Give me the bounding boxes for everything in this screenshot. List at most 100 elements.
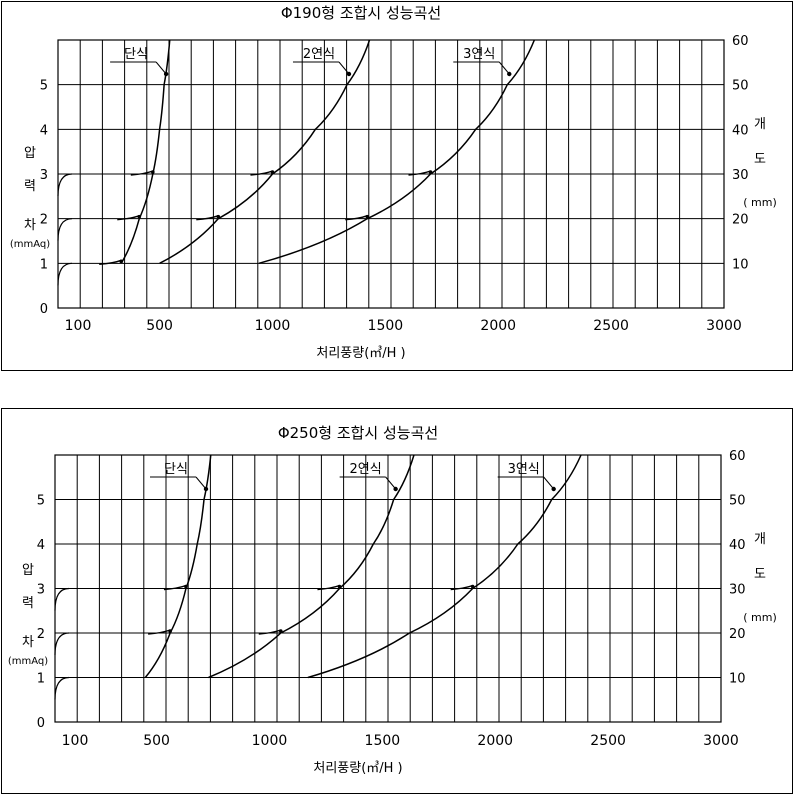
opening-marker-dot: [137, 214, 142, 219]
series-label-pointer-dot: [507, 71, 512, 77]
x-tick-label: 100: [65, 318, 92, 334]
y-right-tick-label: 50: [729, 494, 746, 509]
opening-marker-dot: [337, 584, 342, 589]
chart-panel-phi190: [1, 1, 793, 371]
series-label-pointer-dot: [203, 486, 209, 492]
x-tick-label: 2000: [480, 318, 516, 334]
series-label-pointer-dot: [163, 71, 169, 77]
y-right-tick-label: 60: [729, 449, 746, 464]
start-hook-curve: [57, 262, 73, 286]
y-right-axis-label: 도: [754, 152, 766, 167]
y-left-tick-label: 1: [40, 257, 48, 272]
series-label-0: 단식: [124, 47, 148, 62]
y-left-axis-label: 력: [24, 179, 36, 194]
series-line-0: [120, 39, 171, 264]
series-label-1: 2연식: [303, 47, 335, 62]
series-label-pointer-dot: [346, 71, 352, 77]
opening-marker-dot: [278, 629, 283, 633]
y-right-axis-label: 도: [754, 567, 766, 582]
series-label-2: 3연식: [508, 462, 540, 477]
chart-panel-phi250: [1, 408, 793, 794]
x-tick-label: 1500: [365, 733, 401, 749]
series-line-2: [258, 39, 536, 265]
series-label-2: 3연식: [463, 47, 495, 62]
y-left-tick-label: 2: [37, 627, 45, 642]
series-line-0: [144, 454, 212, 678]
y-right-tick-label: 20: [729, 627, 746, 642]
opening-marker-dot: [428, 170, 433, 174]
opening-marker-dot: [151, 170, 155, 174]
start-hook-curve: [54, 632, 70, 656]
y-right-tick-label: 20: [732, 213, 749, 228]
y-left-tick-label: 3: [37, 583, 45, 598]
y-right-tick-label: 30: [729, 583, 746, 598]
series-label-leader: [195, 476, 207, 490]
opening-marker-dot: [270, 170, 275, 174]
y-left-tick-label: 0: [37, 716, 45, 731]
y-left-axis-label: 력: [22, 596, 34, 611]
y-right-axis-label: 개: [754, 117, 766, 132]
y-left-tick-label: 3: [40, 168, 48, 183]
y-right-tick-label: 10: [732, 257, 749, 272]
y-right-tick-label: 50: [732, 79, 749, 94]
opening-marker-dot: [365, 214, 370, 219]
x-axis-label: 처리풍량(㎥/H ): [313, 761, 402, 776]
series-line-1: [208, 454, 415, 679]
opening-marker-dot: [168, 629, 172, 633]
y-right-tick-label: 60: [732, 34, 749, 49]
y-right-tick-label: 10: [729, 672, 746, 687]
y-right-axis-label: ( mm): [743, 196, 777, 209]
series-line-1: [159, 39, 371, 265]
x-tick-label: 3000: [706, 318, 742, 334]
chart-0: Φ190형 조합시 성능곡선 0 1 2 3 4 5 10 20 30 40 50 60 100 500 10…: [10, 4, 777, 361]
series-label-pointer-dot: [551, 486, 556, 492]
x-axis-label: 처리풍량(㎥/H ): [316, 346, 405, 361]
chart-title: Φ250형 조합시 성능곡선: [278, 424, 438, 442]
x-tick-label: 2500: [590, 733, 626, 749]
chart-title: Φ190형 조합시 성능곡선: [281, 4, 441, 22]
y-left-axis-label: (mmAq): [8, 656, 48, 667]
start-hook-curve: [57, 218, 73, 241]
y-right-tick-label: 40: [729, 538, 746, 553]
y-left-axis-label: (mmAq): [10, 239, 50, 250]
y-left-tick-label: 4: [37, 538, 45, 553]
start-hook-curve: [54, 587, 70, 611]
opening-marker-dot: [184, 584, 188, 589]
chart-1: Φ250형 조합시 성능곡선 0 1 2 3 4 5 10 20 30 40 50 60 100 500 10…: [8, 424, 777, 776]
series-label-1: 2연식: [350, 462, 382, 477]
series-label-leader: [338, 61, 350, 75]
y-right-tick-label: 40: [732, 123, 749, 138]
x-tick-label: 500: [146, 318, 173, 334]
y-left-tick-label: 0: [40, 302, 48, 317]
opening-marker-dot: [470, 584, 475, 589]
x-tick-label: 1000: [255, 318, 291, 334]
x-tick-label: 100: [62, 733, 89, 749]
y-left-axis-label: 차: [24, 218, 36, 233]
series-label-leader: [155, 61, 167, 75]
y-left-tick-label: 5: [37, 494, 45, 509]
y-right-axis-label: 개: [754, 532, 766, 547]
y-left-tick-label: 1: [37, 672, 45, 687]
y-left-axis-label: 압: [24, 146, 36, 161]
y-right-axis-label: ( mm): [743, 611, 777, 624]
x-tick-label: 2000: [477, 733, 513, 749]
x-tick-label: 500: [143, 733, 170, 749]
series-line-2: [307, 454, 582, 679]
y-left-tick-label: 2: [40, 213, 48, 228]
opening-marker-dot: [119, 259, 124, 264]
y-left-axis-label: 압: [22, 563, 34, 578]
start-hook-curve: [54, 676, 70, 700]
y-left-tick-label: 4: [40, 123, 48, 138]
y-left-axis-label: 차: [22, 635, 34, 650]
series-label-leader: [385, 476, 397, 490]
y-right-tick-label: 30: [732, 168, 749, 183]
start-hook-curve: [57, 173, 73, 197]
opening-marker-dot: [216, 214, 221, 219]
x-tick-label: 1500: [368, 318, 404, 334]
y-left-tick-label: 5: [40, 79, 48, 94]
series-label-leader: [498, 61, 510, 75]
x-tick-label: 3000: [703, 733, 739, 749]
series-label-pointer-dot: [393, 486, 398, 492]
x-tick-label: 2500: [593, 318, 629, 334]
